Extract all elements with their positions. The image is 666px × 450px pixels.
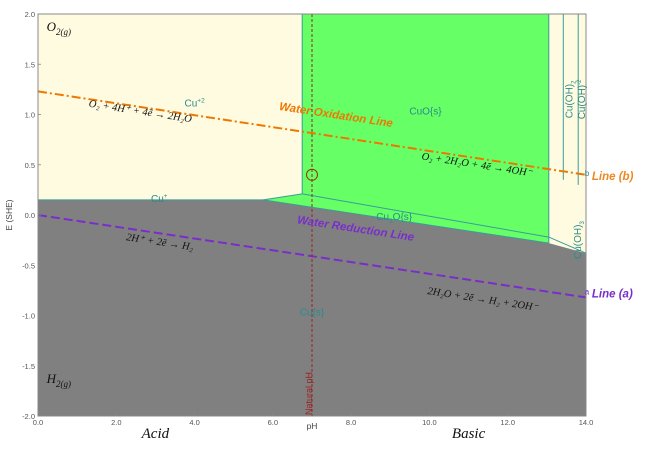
y-tick-label: 1.0 bbox=[25, 111, 35, 120]
region-label-cuoh4: Cu(OH)-2 bbox=[577, 79, 588, 119]
region-label-cus: Cu{s} bbox=[300, 308, 325, 319]
line-b-label: Line (b) bbox=[592, 171, 634, 183]
x-tick-label: 12.0 bbox=[500, 418, 515, 427]
oxygen-gas-label: O2(g) bbox=[47, 19, 71, 37]
axes: 0.0 2.0 4.0 6.0 8.0 10.0 12.0 14.0 2.0 1.5 1.0 0.5 0… bbox=[22, 10, 593, 427]
y-tick-label: -1.0 bbox=[22, 312, 35, 321]
water-stability-lines bbox=[37, 14, 587, 416]
y-tick-label: 2.0 bbox=[25, 10, 35, 19]
natural-ph-label: Natural pH bbox=[304, 372, 314, 415]
y-tick-label: -1.5 bbox=[22, 362, 35, 371]
line-a-label: Line (a) bbox=[592, 288, 633, 300]
region-label-cu1: Cu+ bbox=[151, 193, 168, 205]
x-tick-label: 14.0 bbox=[579, 418, 594, 427]
line-b-marker: b bbox=[585, 169, 590, 178]
region-label-cuoh2: Cu(OH)2 bbox=[564, 80, 577, 118]
acid-label: Acid bbox=[141, 426, 170, 442]
region-label-cu2: Cu+2 bbox=[184, 98, 205, 110]
region-labels: Cu+2 CuO{s} Cu+ Cu2O{s} Cu{s} Cu(OH)2 Cu… bbox=[151, 79, 588, 319]
x-tick-label: 6.0 bbox=[268, 418, 278, 427]
region-label-cu2o: Cu2O{s} bbox=[376, 212, 413, 225]
region-label-cuoh3: Cu(OH)3 bbox=[573, 221, 586, 259]
boundary-cuoh3-cuo bbox=[548, 236, 587, 254]
boundary-cu2o-cu-lower bbox=[263, 199, 549, 244]
phase-boundaries bbox=[38, 14, 587, 254]
natural-ph-circle bbox=[306, 168, 318, 181]
y-tick-label: -0.5 bbox=[22, 261, 35, 270]
y-tick-label: 0.0 bbox=[25, 211, 35, 220]
cuo-region-fill bbox=[302, 14, 549, 238]
y-tick-label: -2.0 bbox=[22, 412, 35, 421]
y-axis-title: E (SHE) bbox=[4, 199, 14, 230]
basic-label: Basic bbox=[452, 426, 486, 442]
x-tick-label: 8.0 bbox=[346, 418, 356, 427]
x-tick-label: 4.0 bbox=[189, 418, 199, 427]
y-tick-label: 0.5 bbox=[25, 161, 35, 170]
x-tick-label: 10.0 bbox=[422, 418, 437, 427]
boundary-cuo-cu2o-upper bbox=[263, 193, 549, 238]
line-a-marker: a bbox=[585, 287, 590, 296]
y-tick-label: 1.5 bbox=[25, 60, 35, 69]
region-label-cuo: CuO{s} bbox=[409, 107, 442, 118]
cu2o-region-fill bbox=[263, 193, 549, 244]
x-tick-label: 0.0 bbox=[33, 418, 43, 427]
x-axis-title: pH bbox=[307, 421, 318, 431]
x-tick-label: 2.0 bbox=[111, 418, 121, 427]
phase-labels: O2(g) H2(g) bbox=[46, 19, 71, 389]
cu-solid-region-fill bbox=[38, 199, 586, 416]
hydrogen-gas-label: H2(g) bbox=[46, 371, 71, 389]
water-oxidation-line bbox=[37, 90, 587, 176]
